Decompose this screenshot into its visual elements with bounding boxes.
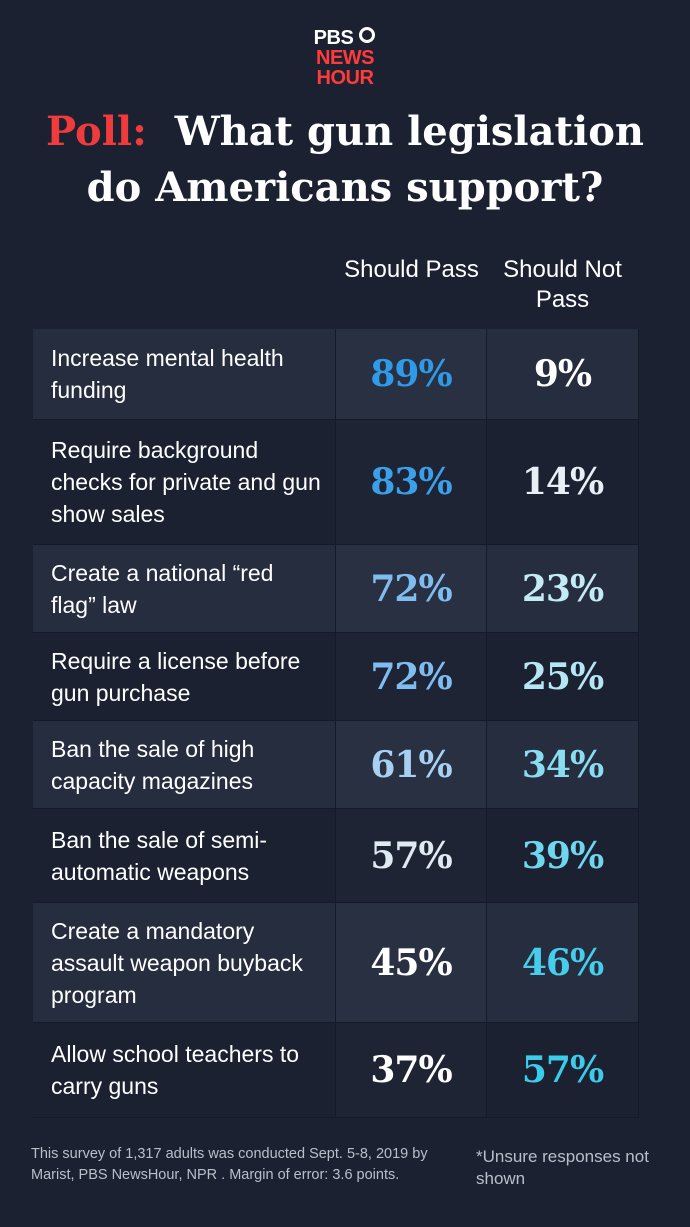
column-header: Should Not Pass (503, 256, 622, 313)
row-label: Create a mandatory assault weapon buybac… (33, 903, 336, 1023)
logo: PBS NEWS HOUR (0, 26, 690, 88)
table-row: Increase mental health funding 89% 9% (33, 329, 639, 420)
pass-value: 83% (336, 420, 487, 545)
row-label: Create a national “red flag” law (33, 545, 336, 633)
not-pass-value: 23% (487, 545, 639, 633)
pass-value: 61% (336, 721, 487, 809)
table-row: Create a mandatory assault weapon buybac… (33, 903, 639, 1023)
note: *Unsure responses not shown (476, 1147, 649, 1188)
pass-value: 57% (336, 809, 487, 903)
not-pass-value: 9% (487, 329, 639, 420)
logo-line: PBS (0, 26, 690, 48)
row-label: Increase mental health funding (33, 329, 336, 420)
logo-icon (359, 27, 376, 43)
title: Poll: What gun legislation do Americans … (40, 104, 650, 216)
pass-value: 72% (336, 633, 487, 721)
table-row: Create a national “red flag” law 72% 23% (33, 545, 639, 633)
not-pass-value: 25% (487, 633, 639, 721)
not-pass-value: 39% (487, 809, 639, 903)
not-pass-value: 34% (487, 721, 639, 809)
table-row: Allow school teachers to carry guns 37% 57… (33, 1023, 639, 1118)
not-pass-value: 57% (487, 1023, 639, 1118)
pass-value: 72% (336, 545, 487, 633)
row-label: Require background checks for private an… (33, 420, 336, 545)
column-header: Should Pass (344, 256, 479, 283)
table-row: Ban the sale of semi-automatic weapons 57… (33, 809, 639, 903)
not-pass-value: 14% (487, 420, 639, 545)
pass-value: 89% (336, 329, 487, 420)
row-label: Require a license before gun purchase (33, 633, 336, 721)
not-pass-value: 46% (487, 903, 639, 1023)
pass-value: 45% (336, 903, 487, 1023)
table-row: Ban the sale of high capacity magazines 6… (33, 721, 639, 809)
row-label: Ban the sale of high capacity magazines (33, 721, 336, 809)
pass-value: 37% (336, 1023, 487, 1118)
table-row: Require a license before gun purchase 72%… (33, 633, 639, 721)
row-label: Allow school teachers to carry guns (33, 1023, 336, 1118)
row-label: Ban the sale of semi-automatic weapons (33, 809, 336, 903)
title-prefix: Poll: (46, 108, 147, 155)
table-row: Require background checks for private an… (33, 420, 639, 545)
logo-line: NEWS (316, 47, 375, 69)
source: This survey of 1,317 adults was conducte… (31, 1146, 428, 1183)
title-text: What gun legislation do Americans suppor… (86, 108, 644, 211)
logo-line: HOUR (316, 67, 374, 89)
